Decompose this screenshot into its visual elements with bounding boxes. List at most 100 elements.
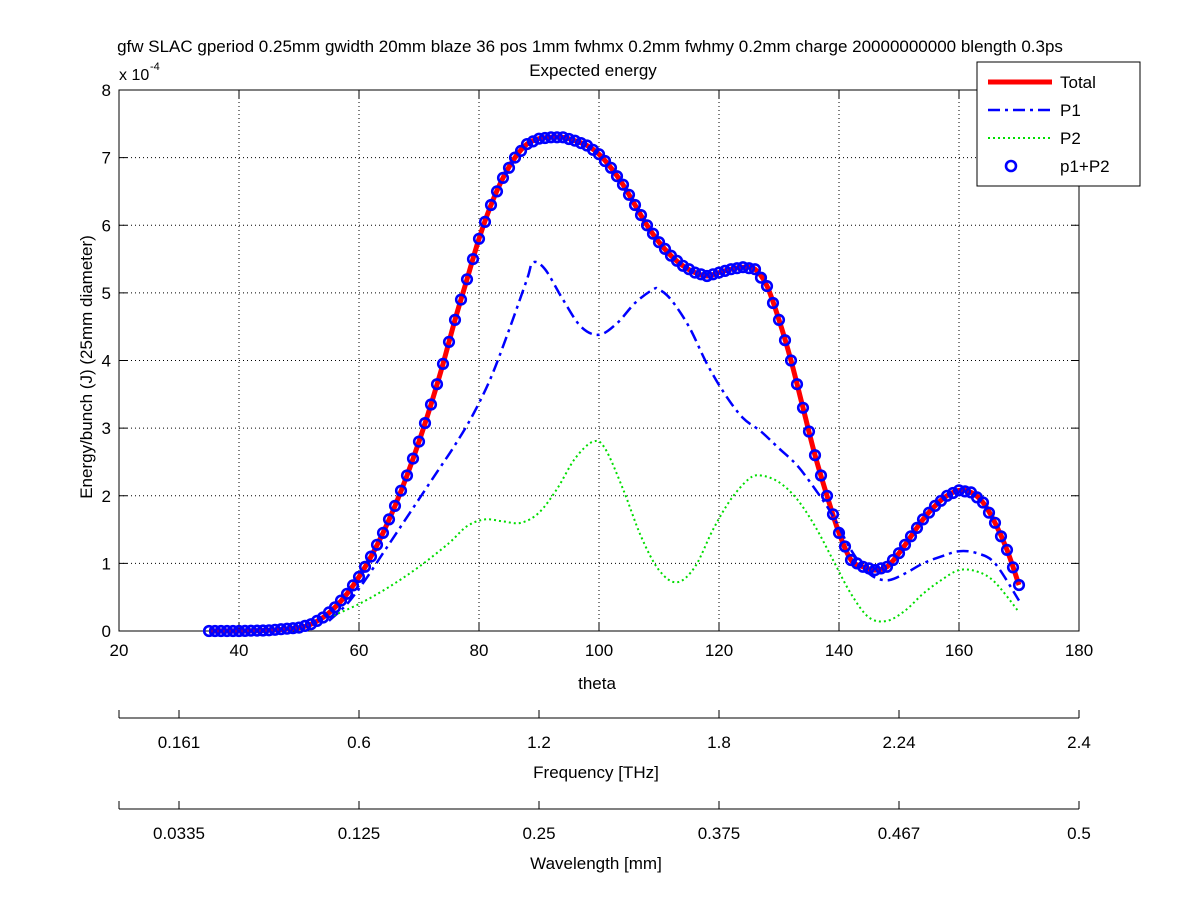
data-point bbox=[748, 263, 762, 276]
data-point bbox=[1012, 578, 1026, 592]
data-point bbox=[688, 266, 702, 279]
data-point bbox=[712, 266, 726, 279]
series-layer bbox=[202, 131, 1026, 638]
data-point bbox=[262, 624, 276, 637]
chart-subtitle: Expected energy bbox=[529, 61, 657, 80]
data-point bbox=[826, 508, 840, 521]
secondary-axis-label: Wavelength [mm] bbox=[530, 854, 662, 873]
data-point bbox=[346, 579, 360, 592]
data-point bbox=[448, 313, 462, 327]
data-point bbox=[394, 484, 408, 497]
data-point bbox=[808, 449, 822, 462]
y-tick-label: 3 bbox=[102, 419, 111, 438]
data-point bbox=[364, 550, 378, 563]
x-tick-label: 120 bbox=[705, 641, 733, 660]
data-point bbox=[760, 280, 774, 293]
data-point bbox=[208, 624, 222, 638]
data-point bbox=[952, 484, 966, 497]
data-point bbox=[358, 560, 372, 573]
data-point bbox=[454, 293, 468, 306]
data-point bbox=[658, 242, 672, 255]
data-point bbox=[994, 530, 1008, 543]
data-point bbox=[430, 378, 444, 391]
grid-lines bbox=[119, 90, 1079, 631]
data-point bbox=[790, 378, 804, 391]
data-point bbox=[736, 261, 750, 274]
secondary-tick-label: 0.6 bbox=[347, 733, 371, 752]
secondary-axes: 0.161 0.6 1.2 1.8 2.24 2.4 Frequency [THz] 0.03… bbox=[118, 710, 1091, 873]
data-point bbox=[502, 161, 516, 174]
data-point bbox=[640, 219, 654, 232]
data-point bbox=[814, 469, 828, 482]
legend: Total P1 P2 p1+P2 bbox=[976, 61, 1141, 187]
data-point bbox=[424, 398, 438, 411]
data-point bbox=[820, 489, 834, 502]
data-point bbox=[370, 538, 384, 551]
data-point bbox=[328, 601, 342, 614]
secondary-tick-label: 2.24 bbox=[882, 733, 915, 752]
data-point bbox=[286, 622, 300, 635]
data-point bbox=[898, 538, 912, 551]
data-point bbox=[484, 198, 498, 212]
data-point bbox=[388, 499, 402, 513]
y-tick-labels: 0 1 2 3 4 5 6 7 8 bbox=[102, 81, 111, 641]
data-point bbox=[556, 131, 570, 144]
data-point bbox=[742, 262, 756, 275]
x-tick-label: 160 bbox=[945, 641, 973, 660]
data-point bbox=[652, 236, 666, 249]
data-point bbox=[724, 263, 738, 276]
data-point bbox=[544, 131, 558, 144]
y-tick-label: 1 bbox=[102, 554, 111, 573]
x-tick-label: 100 bbox=[585, 641, 613, 660]
y-tick-label: 7 bbox=[102, 149, 111, 168]
legend-label: Total bbox=[1060, 73, 1096, 92]
data-point bbox=[466, 253, 480, 266]
data-point bbox=[268, 623, 282, 636]
data-point bbox=[1006, 561, 1020, 574]
x-tick-label: 180 bbox=[1065, 641, 1093, 660]
y-tick-label: 8 bbox=[102, 81, 111, 100]
data-point bbox=[436, 357, 450, 371]
data-point bbox=[280, 622, 294, 635]
data-point bbox=[334, 594, 348, 607]
data-point bbox=[562, 132, 576, 146]
data-point bbox=[412, 435, 426, 448]
secondary-tick-label: 0.25 bbox=[522, 824, 555, 843]
series-line-p2 bbox=[328, 439, 1020, 623]
legend-label: p1+P2 bbox=[1060, 157, 1110, 176]
data-point bbox=[298, 619, 312, 633]
legend-marker bbox=[1004, 159, 1018, 173]
x-tick-label: 40 bbox=[230, 641, 249, 660]
data-point bbox=[340, 587, 354, 600]
data-point bbox=[772, 313, 786, 327]
data-point bbox=[538, 131, 552, 145]
data-point bbox=[250, 624, 264, 637]
data-point bbox=[634, 209, 648, 222]
secondary-tick-label: 0.5 bbox=[1067, 824, 1091, 843]
data-point bbox=[616, 178, 630, 191]
data-point bbox=[376, 526, 390, 540]
x-axis-label: theta bbox=[578, 674, 616, 693]
data-point bbox=[406, 452, 420, 465]
series-markers-p1-p2 bbox=[202, 131, 1026, 638]
data-point bbox=[988, 516, 1002, 529]
y-multiplier-base: x 10 bbox=[119, 67, 149, 84]
chart-title: gfw SLAC gperiod 0.25mm gwidth 20mm blaz… bbox=[117, 37, 1063, 56]
data-point bbox=[730, 262, 744, 275]
legend-label: P2 bbox=[1060, 129, 1081, 148]
data-point bbox=[910, 521, 924, 535]
data-point bbox=[550, 131, 564, 144]
data-point bbox=[496, 171, 510, 184]
series-line-total bbox=[208, 134, 1022, 634]
data-point bbox=[592, 148, 606, 161]
data-point bbox=[220, 624, 234, 638]
secondary-tick-label: 2.4 bbox=[1067, 733, 1091, 752]
data-point bbox=[292, 621, 306, 634]
data-point bbox=[226, 624, 240, 638]
data-point bbox=[232, 624, 246, 638]
data-point bbox=[868, 563, 882, 577]
data-point bbox=[520, 138, 534, 151]
secondary-tick-label: 0.161 bbox=[158, 733, 201, 752]
data-point bbox=[214, 624, 228, 638]
data-point bbox=[718, 264, 732, 278]
